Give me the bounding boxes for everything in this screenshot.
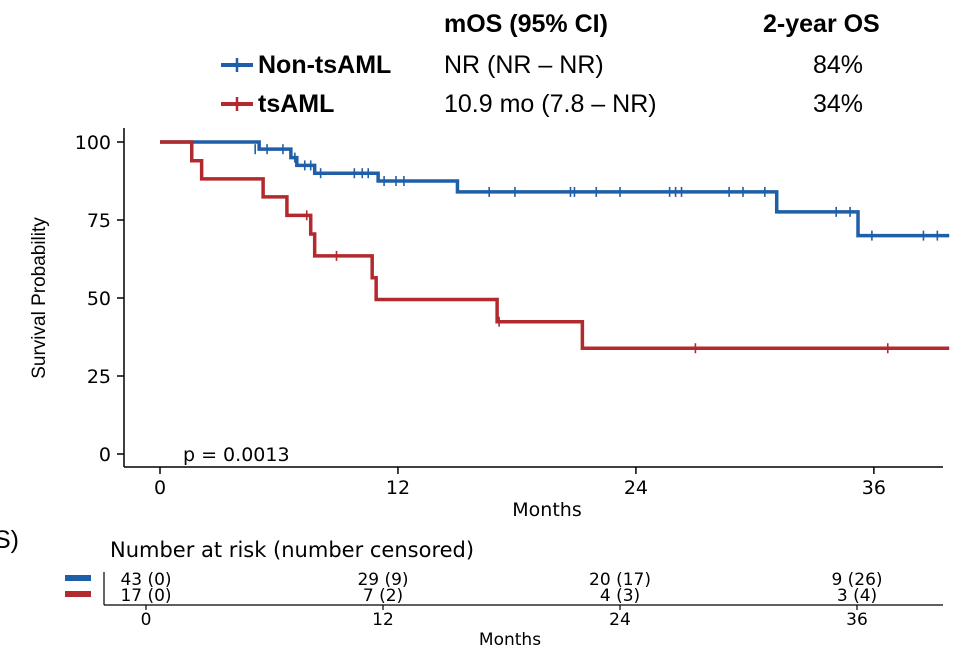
km-line-tsaml [160, 140, 950, 350]
legend-2yr-non-tsaml: 84% [813, 51, 863, 79]
y-axis-label: Survival Probability [29, 217, 50, 379]
y-tick-label: 50 [87, 288, 111, 310]
risk-table-xlabel: Months [479, 630, 541, 650]
risk-x-tick-label: 12 [372, 610, 394, 630]
risk-swatch-tsaml [65, 591, 91, 597]
x-axis-label: Months [512, 499, 581, 521]
x-tick-label: 36 [862, 477, 886, 499]
x-tick-label: 24 [624, 477, 648, 499]
risk-swatch-non-tsaml [65, 575, 91, 581]
risk-table-title: Number at risk (number censored) [110, 538, 474, 562]
legend-label-non-tsaml: Non-tsAML [258, 51, 391, 79]
risk-value-non-tsaml: 29 (9) [357, 570, 408, 590]
risk-table: Number at risk (number censored) 43 (0) 2… [65, 538, 943, 650]
legend-mos-non-tsaml: NR (NR – NR) [444, 51, 604, 79]
risk-value-non-tsaml: 9 (26) [831, 570, 882, 590]
clipped-left-text: S) [0, 526, 19, 554]
y-tick-label: 25 [87, 366, 111, 388]
legend-entry-tsaml: tsAML 10.9 mo (7.8 – NR) 34% [221, 90, 863, 118]
p-value-annotation: p = 0.0013 [183, 444, 290, 466]
risk-value-tsaml: 17 (0) [120, 586, 171, 606]
legend-mos-tsaml: 10.9 mo (7.8 – NR) [444, 90, 657, 118]
risk-x-tick-label: 24 [609, 610, 631, 630]
legend-label-tsaml: tsAML [258, 90, 334, 118]
legend-header-mos: mOS (95% CI) [444, 10, 608, 38]
risk-value-non-tsaml: 20 (17) [589, 570, 651, 590]
x-tick-label: 0 [154, 477, 166, 499]
risk-value-tsaml: 4 (3) [600, 586, 640, 606]
risk-value-non-tsaml: 43 (0) [120, 570, 171, 590]
y-tick-label: 100 [75, 132, 111, 154]
legend-entry-non-tsaml: Non-tsAML NR (NR – NR) 84% [221, 51, 863, 79]
risk-value-tsaml: 3 (4) [837, 586, 877, 606]
plot-area: 0 25 50 75 100 0 12 24 36 p = 0.0013 [75, 128, 950, 499]
legend-header-2yr: 2-year OS [763, 10, 880, 38]
y-tick-label: 0 [99, 444, 111, 466]
legend: mOS (95% CI) 2-year OS Non-tsAML NR (NR … [221, 10, 880, 118]
x-tick-label: 12 [386, 477, 410, 499]
y-tick-label: 75 [87, 210, 111, 232]
risk-x-tick-label: 36 [846, 610, 868, 630]
risk-x-tick-label: 0 [141, 610, 152, 630]
risk-value-tsaml: 7 (2) [363, 586, 403, 606]
legend-2yr-tsaml: 34% [813, 90, 863, 118]
km-line-non-tsaml [160, 140, 950, 238]
